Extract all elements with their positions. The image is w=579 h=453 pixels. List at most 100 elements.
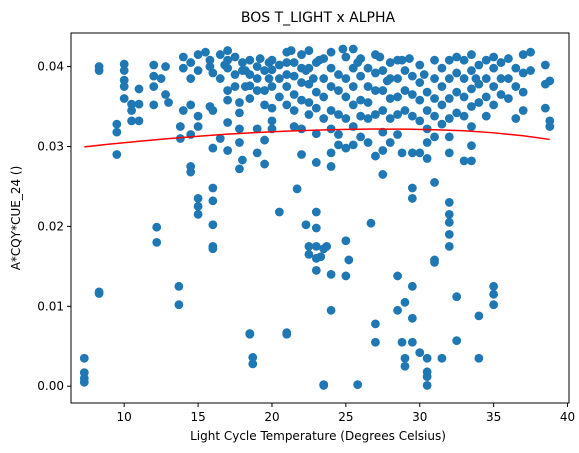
data-point bbox=[407, 194, 417, 203]
data-point bbox=[397, 337, 407, 347]
data-point bbox=[481, 92, 491, 102]
data-point bbox=[474, 311, 484, 321]
data-point bbox=[223, 55, 233, 65]
data-point bbox=[334, 140, 343, 150]
data-point bbox=[311, 207, 321, 217]
data-point bbox=[444, 148, 454, 158]
data-point bbox=[193, 202, 203, 211]
data-point bbox=[223, 86, 233, 95]
data-point bbox=[341, 92, 351, 102]
data-point bbox=[208, 68, 218, 78]
data-point bbox=[174, 281, 184, 291]
data-point bbox=[437, 353, 447, 363]
data-point bbox=[341, 236, 351, 246]
data-point bbox=[304, 110, 314, 119]
data-point bbox=[496, 90, 506, 99]
data-point bbox=[264, 74, 274, 83]
data-point bbox=[297, 95, 306, 105]
chart-title: BOS T_LIGHT x ALPHA bbox=[241, 10, 396, 26]
data-point bbox=[326, 269, 336, 279]
data-point bbox=[393, 110, 402, 119]
data-point bbox=[407, 337, 417, 347]
data-point bbox=[223, 95, 233, 105]
data-point bbox=[422, 154, 432, 163]
data-point bbox=[363, 138, 373, 147]
data-point bbox=[208, 183, 218, 193]
data-point bbox=[238, 155, 247, 165]
data-point bbox=[400, 361, 410, 371]
data-point bbox=[366, 218, 376, 228]
data-point bbox=[415, 148, 425, 158]
data-point bbox=[260, 159, 269, 169]
data-point bbox=[474, 353, 484, 363]
data-point bbox=[282, 58, 292, 67]
data-point bbox=[459, 92, 469, 102]
data-point bbox=[119, 82, 129, 91]
y-tick-label: 0.04 bbox=[37, 60, 64, 74]
data-point bbox=[407, 71, 417, 81]
data-point bbox=[518, 87, 528, 97]
data-point bbox=[164, 98, 173, 107]
data-point bbox=[511, 114, 521, 123]
data-point bbox=[430, 55, 439, 65]
data-point bbox=[289, 71, 299, 81]
y-axis-label: A*CQY*CUE_24 () bbox=[9, 166, 23, 271]
data-point bbox=[393, 130, 402, 139]
data-point bbox=[371, 110, 380, 119]
data-point bbox=[319, 92, 329, 102]
data-point bbox=[119, 75, 129, 85]
data-point bbox=[282, 329, 292, 339]
data-point bbox=[238, 58, 247, 67]
data-point bbox=[274, 60, 284, 70]
data-point bbox=[119, 66, 129, 75]
data-point bbox=[193, 111, 203, 121]
data-point bbox=[245, 70, 255, 79]
data-point bbox=[223, 118, 233, 127]
x-tick-label: 40 bbox=[560, 410, 575, 424]
data-point bbox=[407, 148, 417, 158]
data-point bbox=[407, 90, 417, 99]
data-point bbox=[474, 60, 484, 70]
data-point bbox=[422, 87, 432, 97]
data-point bbox=[444, 74, 454, 83]
data-point bbox=[385, 138, 395, 147]
data-point bbox=[444, 218, 454, 227]
data-point bbox=[252, 148, 262, 158]
fit-curve bbox=[84, 128, 550, 148]
data-point bbox=[459, 55, 469, 65]
data-point bbox=[378, 170, 388, 179]
data-point bbox=[400, 297, 410, 307]
data-point bbox=[267, 82, 277, 91]
data-point bbox=[405, 54, 414, 63]
data-point bbox=[400, 66, 410, 75]
data-point bbox=[341, 143, 351, 153]
data-point bbox=[245, 329, 255, 339]
data-point bbox=[452, 108, 462, 118]
data-point bbox=[489, 100, 499, 110]
data-point bbox=[415, 95, 425, 105]
x-tick-label: 20 bbox=[264, 410, 279, 424]
data-point bbox=[112, 119, 122, 129]
data-point bbox=[400, 86, 410, 95]
data-point bbox=[161, 62, 170, 71]
data-point bbox=[415, 116, 425, 126]
data-point bbox=[175, 122, 185, 131]
data-point bbox=[282, 70, 292, 79]
data-point bbox=[504, 74, 513, 83]
data-point bbox=[378, 106, 388, 115]
data-point bbox=[127, 106, 136, 115]
data-point bbox=[415, 60, 425, 70]
data-point bbox=[385, 58, 395, 67]
data-point bbox=[79, 377, 89, 387]
data-point bbox=[489, 82, 499, 91]
data-point bbox=[393, 92, 402, 102]
data-point bbox=[496, 74, 506, 83]
data-point bbox=[338, 44, 348, 54]
data-point bbox=[297, 50, 306, 59]
data-point bbox=[322, 241, 332, 251]
data-point bbox=[326, 305, 336, 315]
data-point bbox=[186, 100, 196, 110]
data-point bbox=[422, 106, 432, 115]
data-point bbox=[430, 74, 439, 83]
data-point bbox=[511, 82, 521, 91]
